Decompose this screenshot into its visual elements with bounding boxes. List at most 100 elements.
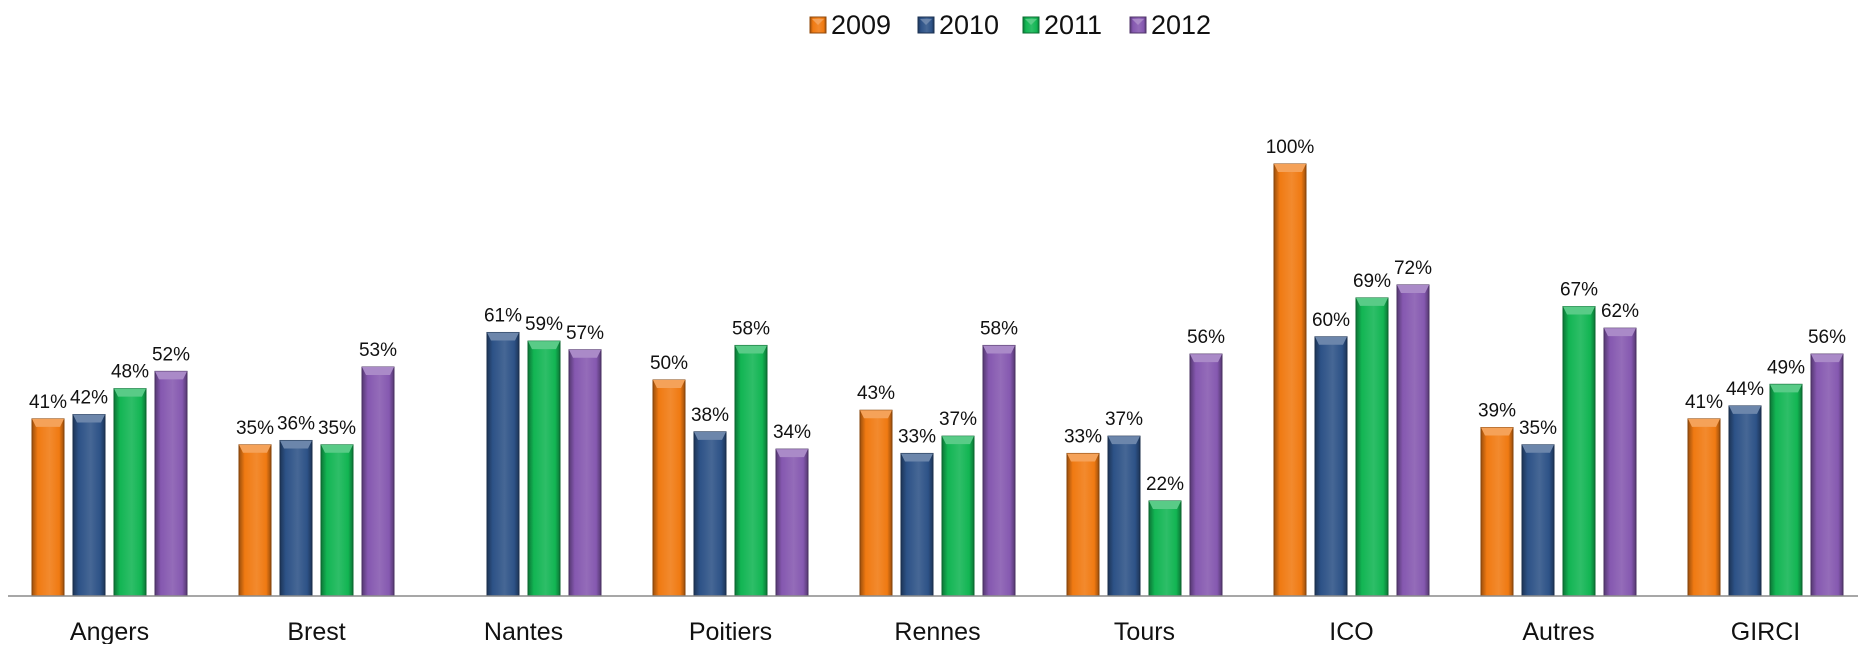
x-tick-label-GIRCI: GIRCI xyxy=(1731,618,1800,644)
bar-bevel-Nantes-2012 xyxy=(569,349,601,358)
bar-Autres-2011 xyxy=(1562,306,1596,597)
data-label-Tours-2011: 22% xyxy=(1146,474,1184,495)
bar-Poitiers-2009 xyxy=(652,379,686,597)
bar-bevel-Brest-2011 xyxy=(321,444,353,453)
bar-bevel-Angers-2009 xyxy=(32,418,64,427)
bar-bevel-Nantes-2011 xyxy=(528,341,560,350)
x-tick-label-Rennes: Rennes xyxy=(894,618,980,644)
bar-Tours-2010 xyxy=(1107,435,1141,597)
data-label-ICO-2012: 72% xyxy=(1394,258,1432,279)
data-label-GIRCI-2012: 56% xyxy=(1808,327,1846,348)
bar-Autres-2012 xyxy=(1603,327,1637,597)
bar-bevel-ICO-2011 xyxy=(1356,297,1388,306)
data-label-Tours-2009: 33% xyxy=(1064,426,1102,447)
data-label-Rennes-2012: 58% xyxy=(980,318,1018,339)
legend-swatch-highlight xyxy=(1025,19,1037,25)
bar-bevel-Nantes-2010 xyxy=(487,332,519,341)
bar-Brest-2011 xyxy=(320,444,354,597)
bar-Poitiers-2010 xyxy=(693,431,727,597)
bar-GIRCI-2009 xyxy=(1687,418,1721,597)
bar-Autres-2010 xyxy=(1521,444,1555,597)
data-label-Rennes-2009: 43% xyxy=(857,383,895,404)
data-label-Tours-2010: 37% xyxy=(1105,409,1143,430)
data-label-Poitiers-2010: 38% xyxy=(691,405,729,426)
data-label-GIRCI-2009: 41% xyxy=(1685,392,1723,413)
legend-swatch-highlight xyxy=(812,19,824,25)
bar-ICO-2010 xyxy=(1314,336,1348,597)
data-label-Nantes-2012: 57% xyxy=(566,323,604,344)
bar-bevel-Poitiers-2010 xyxy=(694,431,726,440)
data-label-Poitiers-2009: 50% xyxy=(650,353,688,374)
data-label-Angers-2010: 42% xyxy=(70,388,108,409)
data-label-GIRCI-2010: 44% xyxy=(1726,379,1764,400)
bar-bevel-ICO-2010 xyxy=(1315,336,1347,345)
data-label-Angers-2012: 52% xyxy=(152,344,190,365)
bar-bevel-Brest-2009 xyxy=(239,444,271,453)
legend-label-2010: 2010 xyxy=(939,10,999,40)
bar-bevel-Angers-2010 xyxy=(73,414,105,423)
bar-Tours-2009 xyxy=(1066,452,1100,597)
x-tick-label-Angers: Angers xyxy=(70,618,149,644)
bar-GIRCI-2011 xyxy=(1769,383,1803,597)
bar-Rennes-2011 xyxy=(941,435,975,597)
data-label-Brest-2011: 35% xyxy=(318,418,356,439)
bar-Tours-2011 xyxy=(1148,500,1182,597)
data-label-Angers-2011: 48% xyxy=(111,362,149,383)
bar-bevel-Rennes-2012 xyxy=(983,345,1015,354)
legend-swatch-highlight xyxy=(1132,19,1144,25)
bar-ICO-2009 xyxy=(1273,163,1307,597)
bar-bevel-Angers-2012 xyxy=(155,371,187,380)
bar-ICO-2011 xyxy=(1355,297,1389,597)
bar-GIRCI-2012 xyxy=(1810,353,1844,597)
bar-bevel-Brest-2012 xyxy=(362,367,394,376)
data-label-Angers-2009: 41% xyxy=(29,392,67,413)
bar-ICO-2012 xyxy=(1396,284,1430,597)
x-tick-label-Tours: Tours xyxy=(1114,618,1175,644)
bar-bevel-Angers-2011 xyxy=(114,388,146,397)
legend-label-2012: 2012 xyxy=(1151,10,1211,40)
bar-bevel-Tours-2010 xyxy=(1108,436,1140,445)
bar-Angers-2011 xyxy=(113,388,147,597)
bar-bevel-Autres-2012 xyxy=(1604,328,1636,337)
x-tick-label-Poitiers: Poitiers xyxy=(689,618,772,644)
bar-Angers-2009 xyxy=(31,418,65,597)
bar-bevel-Poitiers-2011 xyxy=(735,345,767,354)
bar-bevel-Autres-2011 xyxy=(1563,306,1595,315)
x-tick-label-ICO: ICO xyxy=(1329,618,1373,644)
bar-bevel-Poitiers-2012 xyxy=(776,449,808,458)
bar-bevel-GIRCI-2010 xyxy=(1729,405,1761,414)
bar-bevel-GIRCI-2012 xyxy=(1811,354,1843,363)
bar-bevel-Rennes-2010 xyxy=(901,453,933,462)
data-label-Rennes-2011: 37% xyxy=(939,409,977,430)
bar-Brest-2010 xyxy=(279,439,313,597)
data-label-ICO-2010: 60% xyxy=(1312,310,1350,331)
data-labels: 41% 42%48%52%35% 36% 35%53%61% 59% 57%50%38%5… xyxy=(29,137,1846,495)
bar-Poitiers-2011 xyxy=(734,344,768,597)
bar-Rennes-2009 xyxy=(859,409,893,597)
bar-bevel-ICO-2012 xyxy=(1397,284,1429,293)
data-label-ICO-2009: 100% xyxy=(1266,137,1315,158)
bar-Rennes-2010 xyxy=(900,452,934,597)
bar-bevel-Autres-2009 xyxy=(1481,427,1513,436)
data-label-Brest-2009: 35% xyxy=(236,418,274,439)
legend: 2009 2010 2011 2012 xyxy=(809,10,1211,40)
bar-bevel-Poitiers-2009 xyxy=(653,380,685,388)
data-label-Autres-2009: 39% xyxy=(1478,401,1516,422)
data-label-GIRCI-2011: 49% xyxy=(1767,357,1805,378)
data-label-Brest-2012: 53% xyxy=(359,340,397,361)
legend-label-2011: 2011 xyxy=(1044,10,1102,40)
bar-bevel-Tours-2012 xyxy=(1190,354,1222,363)
bar-Autres-2009 xyxy=(1480,427,1514,597)
bar-bevel-Rennes-2009 xyxy=(860,410,892,419)
data-label-Tours-2012: 56% xyxy=(1187,327,1225,348)
bar-bevel-Autres-2010 xyxy=(1522,444,1554,453)
legend-label-2009: 2009 xyxy=(831,10,891,40)
bar-bevel-GIRCI-2009 xyxy=(1688,418,1720,427)
data-label-Brest-2010: 36% xyxy=(277,413,315,434)
bar-bevel-ICO-2009 xyxy=(1274,164,1306,172)
bar-Nantes-2012 xyxy=(568,349,602,597)
data-label-Nantes-2011: 59% xyxy=(525,314,563,335)
data-label-Rennes-2010: 33% xyxy=(898,426,936,447)
